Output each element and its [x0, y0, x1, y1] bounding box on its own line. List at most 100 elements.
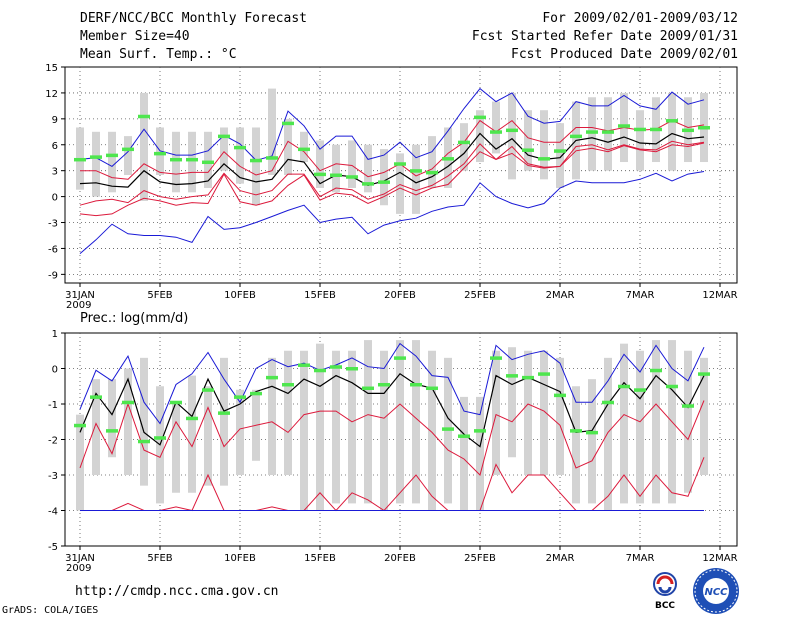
- plot-frame: [64, 66, 738, 284]
- member-marker: [90, 155, 102, 159]
- y-tick-label: -9: [48, 270, 58, 281]
- member-marker: [618, 384, 630, 389]
- source-url[interactable]: http://cmdp.ncc.cma.gov.cn: [75, 584, 279, 599]
- spread-box: [332, 350, 340, 504]
- member-marker: [106, 153, 118, 158]
- member-marker: [618, 124, 630, 128]
- x-tick-label: 15FEB: [304, 553, 336, 564]
- member-marker: [458, 140, 470, 145]
- spread-box: [204, 386, 212, 486]
- member-marker: [650, 127, 662, 132]
- member-marker: [330, 173, 342, 177]
- member-marker: [570, 134, 582, 139]
- member-marker: [266, 375, 278, 380]
- member-marker: [74, 423, 86, 428]
- series-line-max: [79, 342, 705, 425]
- member-marker: [282, 382, 294, 387]
- member-marker: [122, 147, 134, 152]
- y-tick-label: -6: [48, 244, 58, 255]
- member-marker: [346, 175, 358, 179]
- y-tick-label: -5: [48, 542, 58, 553]
- spread-box: [380, 350, 388, 511]
- member-marker: [218, 411, 230, 415]
- x-tick-label: 2MAR: [546, 290, 575, 301]
- member-marker: [106, 429, 118, 433]
- spread-box: [380, 149, 388, 206]
- y-tick-label: -1: [48, 400, 58, 411]
- y-tick-label: 3: [52, 167, 58, 178]
- spread-box: [188, 131, 196, 193]
- spread-box: [364, 340, 372, 504]
- member-marker: [234, 395, 246, 399]
- spread-box: [268, 357, 276, 475]
- member-marker: [586, 130, 598, 134]
- spread-box: [620, 343, 628, 504]
- spread-box: [492, 350, 500, 475]
- member-marker: [362, 386, 374, 391]
- x-tick-label: 10FEB: [224, 553, 256, 564]
- spread-box: [636, 350, 644, 504]
- spread-box: [220, 357, 228, 486]
- x-tick-label: 20FEB: [384, 553, 416, 564]
- member-marker: [298, 147, 310, 152]
- spread-box: [460, 123, 468, 171]
- x-tick-label: 2009: [66, 563, 91, 574]
- member-marker: [138, 114, 150, 119]
- spread-box: [700, 357, 708, 475]
- spread-box: [92, 131, 100, 197]
- member-marker: [394, 162, 406, 166]
- member-marker: [250, 391, 262, 396]
- spread-box: [508, 92, 516, 180]
- x-tick-label: 7MAR: [626, 290, 655, 301]
- spread-box: [284, 350, 292, 475]
- spread-box: [604, 357, 612, 511]
- x-tick-label: 12MAR: [702, 553, 737, 564]
- spread-box: [172, 131, 180, 193]
- member-marker: [202, 388, 214, 392]
- series-line-upper: [80, 119, 705, 180]
- spread-box: [636, 110, 644, 171]
- x-tick-label: 25FEB: [464, 553, 496, 564]
- member-marker: [250, 158, 262, 163]
- member-marker: [634, 388, 646, 392]
- spread-box: [588, 97, 596, 171]
- prec-panel-title: Prec.: log(mm/d): [80, 311, 188, 326]
- x-tick-label: 7MAR: [626, 553, 655, 564]
- spread-box: [348, 350, 356, 504]
- spread-box: [108, 131, 116, 193]
- member-marker: [426, 386, 438, 391]
- member-marker: [538, 157, 550, 161]
- spread-box: [652, 340, 660, 504]
- spread-box: [204, 131, 212, 188]
- member-marker: [394, 356, 406, 360]
- spread-box: [76, 414, 84, 511]
- member-marker: [186, 416, 198, 421]
- spread-box: [252, 127, 260, 206]
- member-marker: [170, 400, 182, 405]
- member-marker: [522, 148, 534, 152]
- y-tick-label: 1: [52, 329, 58, 340]
- member-marker: [442, 157, 454, 161]
- member-marker: [538, 372, 550, 376]
- spread-box: [316, 343, 324, 511]
- member-marker: [314, 172, 326, 177]
- member-marker: [522, 375, 534, 380]
- x-tick-label: 5FEB: [147, 290, 172, 301]
- spread-box: [300, 350, 308, 511]
- spread-box: [300, 131, 308, 163]
- member-marker: [234, 145, 246, 150]
- fcst-started-label: Fcst Started Refer Date 2009/01/31: [471, 29, 738, 44]
- y-tick-label: 12: [45, 89, 58, 100]
- member-marker: [442, 427, 454, 431]
- member-marker: [474, 115, 486, 120]
- member-marker: [650, 368, 662, 373]
- y-tick-label: 9: [52, 115, 58, 126]
- spread-box: [412, 340, 420, 504]
- member-marker: [74, 157, 86, 162]
- spread-box: [524, 350, 532, 475]
- member-marker: [378, 382, 390, 387]
- ncc-logo-text: NCC: [704, 587, 728, 598]
- spread-box: [556, 357, 564, 475]
